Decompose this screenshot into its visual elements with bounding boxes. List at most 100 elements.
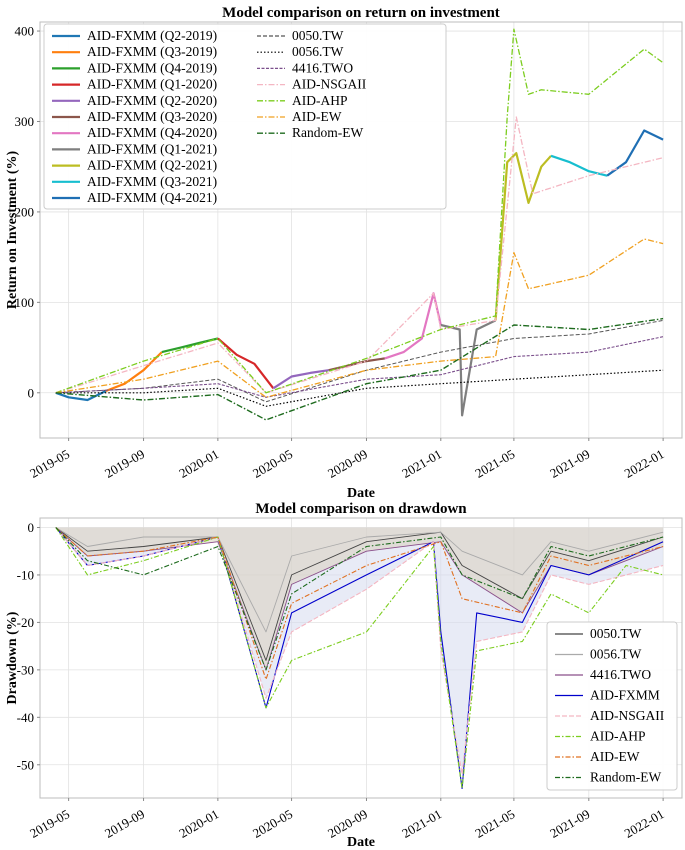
- x-tick-label: 2021-05: [472, 806, 517, 841]
- data-point-aid-ahp: [265, 392, 267, 394]
- data-point-aid-fxmm-q1-2021: [461, 415, 463, 417]
- data-point-aid-ew: [643, 238, 645, 240]
- data-point-aid-ahp: [433, 546, 435, 548]
- x-tick-label: 2022-01: [622, 806, 667, 841]
- data-point-aid-ew: [513, 252, 515, 254]
- data-point-aid-ew: [550, 555, 552, 557]
- data-point-0056-tw: [265, 406, 267, 408]
- data-point-random-ew: [55, 392, 57, 394]
- data-point-4416-two: [366, 550, 368, 552]
- data-point-aid-ew: [528, 288, 530, 290]
- data-point-4416-two: [440, 374, 442, 376]
- data-point-random-ew: [366, 546, 368, 548]
- data-point-4416-two: [217, 541, 219, 543]
- data-point-aid-ew: [662, 243, 664, 245]
- data-point-4416-two: [217, 383, 219, 385]
- data-point-0056-tw: [461, 550, 463, 552]
- x-tick-label: 2021-05: [472, 446, 517, 481]
- data-point-aid-fxmm-q2-2021: [506, 161, 508, 163]
- data-point-aid-nsgaii: [217, 342, 219, 344]
- data-point-aid-nsgaii: [265, 698, 267, 700]
- data-point-0056-tw: [265, 631, 267, 633]
- data-point-aid-fxmm-q1-2020: [254, 363, 256, 365]
- data-point-aid-nsgaii: [366, 360, 368, 362]
- data-point-0056-tw: [662, 531, 664, 533]
- y-tick-label: 400: [15, 24, 35, 39]
- data-point-aid-ew: [588, 565, 590, 567]
- series-line-aid-fxmm-q1-2021: [440, 319, 497, 417]
- data-point-aid-ahp: [513, 28, 515, 30]
- data-point-aid-fxmm: [291, 612, 293, 614]
- x-tick-label: 2020-09: [325, 446, 370, 481]
- data-point-random-ew: [440, 536, 442, 538]
- legend-label-random-ew: Random-EW: [292, 125, 363, 140]
- data-point-random-ew: [662, 318, 664, 320]
- legend-label-aid-nsgaii: AID-NSGAII: [292, 77, 367, 92]
- data-point-0056-tw: [662, 369, 664, 371]
- data-point-aid-ahp: [143, 360, 145, 362]
- data-point-random-ew: [461, 574, 463, 576]
- data-point-0056-tw: [588, 550, 590, 552]
- data-point-aid-nsgaii: [516, 116, 518, 118]
- data-point-aid-ahp: [461, 788, 463, 790]
- x-axis-label: Date: [347, 835, 375, 850]
- data-point-aid-ew: [291, 603, 293, 605]
- data-point-aid-fxmm-q2-2021: [516, 152, 518, 154]
- y-tick-label: 0: [28, 385, 35, 400]
- data-point-aid-ahp: [506, 116, 508, 118]
- legend-label-aid-ew: AID-EW: [292, 109, 342, 124]
- data-point-0056-tw: [440, 531, 442, 533]
- x-tick-label: 2019-05: [27, 806, 72, 841]
- legend-label-aid-ew: AID-EW: [590, 749, 640, 764]
- data-point-aid-ahp: [495, 315, 497, 317]
- x-tick-label: 2021-09: [547, 806, 592, 841]
- data-point-aid-ahp: [528, 94, 530, 96]
- data-point-aid-nsgaii: [662, 565, 664, 567]
- data-point-aid-ew: [495, 356, 497, 358]
- data-point-aid-fxmm-q4-2020: [403, 351, 405, 353]
- data-point-0050-tw: [588, 560, 590, 562]
- data-point-aid-fxmm-q2-2021: [540, 166, 542, 168]
- data-point-aid-ew: [440, 360, 442, 362]
- data-point-aid-ahp: [588, 612, 590, 614]
- data-point-aid-ahp: [366, 358, 368, 360]
- data-point-0056-tw: [440, 383, 442, 385]
- data-point-aid-nsgaii: [476, 641, 478, 643]
- x-tick-label: 2022-01: [622, 446, 667, 481]
- legend-label-aid-fxmm-q1-2021: AID-FXMM (Q1-2021): [87, 141, 217, 156]
- data-point-aid-fxmm-q2-2019: [87, 399, 89, 401]
- data-point-aid-fxmm: [366, 574, 368, 576]
- data-point-0050-tw: [366, 541, 368, 543]
- data-point-random-ew: [143, 574, 145, 576]
- data-point-random-ew: [366, 383, 368, 385]
- series-line-aid-fxmm-q1-2020: [217, 337, 275, 389]
- data-point-aid-fxmm-q2-2020: [310, 372, 312, 374]
- data-point-aid-ew: [265, 679, 267, 681]
- data-point-aid-ew: [662, 546, 664, 548]
- series-line-0056-tw: [55, 369, 664, 407]
- data-point-aid-fxmm-q4-2021: [606, 175, 608, 177]
- data-point-aid-ahp: [265, 707, 267, 709]
- x-tick-label: 2020-05: [250, 446, 295, 481]
- legend-label-aid-ahp: AID-AHP: [590, 729, 646, 744]
- data-point-aid-fxmm-q4-2019: [161, 351, 163, 353]
- x-tick-label: 2020-01: [176, 806, 221, 841]
- data-point-random-ew: [522, 598, 524, 600]
- data-point-random-ew: [588, 329, 590, 331]
- series-line-aid-ew: [55, 527, 664, 680]
- data-point-aid-nsgaii: [522, 631, 524, 633]
- data-point-0050-tw: [440, 351, 442, 353]
- data-point-random-ew: [291, 593, 293, 595]
- y-tick-label: -10: [17, 567, 34, 582]
- series-group-0: [55, 28, 664, 421]
- data-point-aid-ahp: [550, 593, 552, 595]
- series-line-random-ew: [55, 317, 664, 421]
- data-point-0050-tw: [217, 378, 219, 380]
- legend-box-0: [43, 23, 447, 210]
- data-point-aid-fxmm-q2-2019: [68, 397, 70, 399]
- data-point-aid-nsgaii: [550, 574, 552, 576]
- legend-label-aid-fxmm-q1-2020: AID-FXMM (Q1-2020): [87, 77, 217, 92]
- data-point-aid-nsgaii: [87, 565, 89, 567]
- series-line-aid-fxmm-q3-2019: [105, 351, 163, 393]
